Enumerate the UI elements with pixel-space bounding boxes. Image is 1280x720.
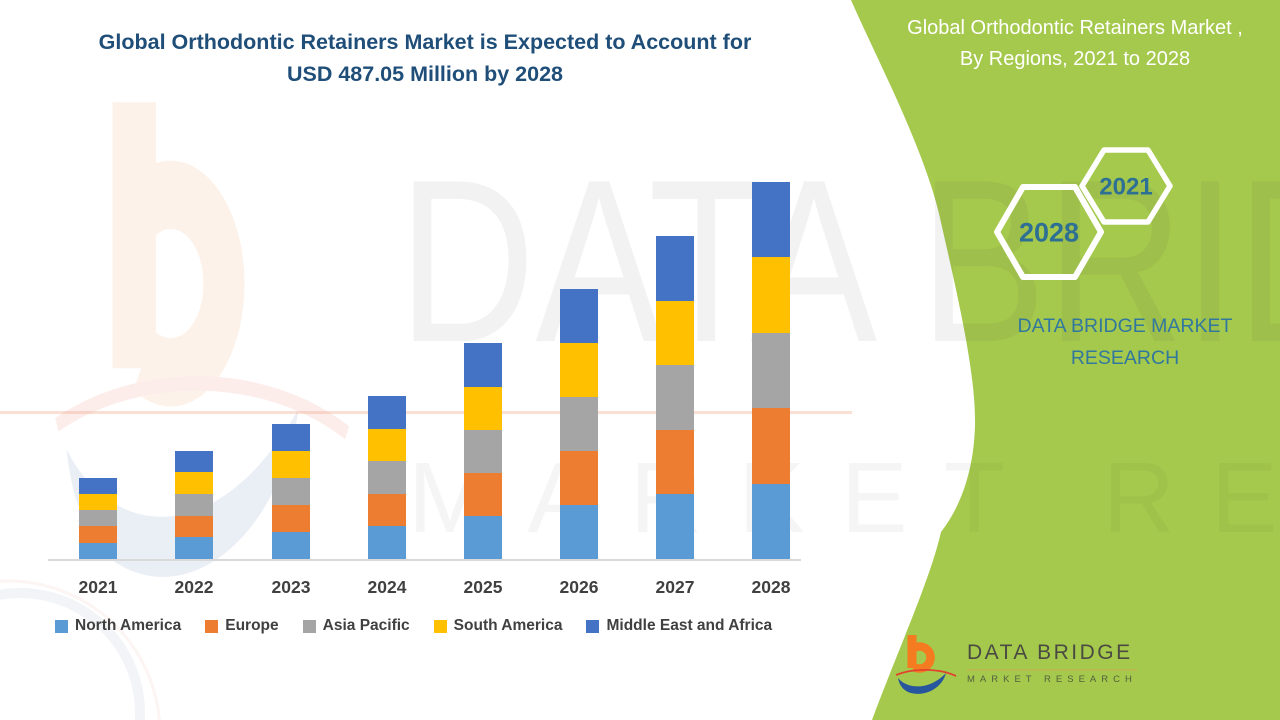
hexagon-year-front: 2028 xyxy=(1019,218,1079,248)
segment-asia-pacific-2024 xyxy=(368,461,406,494)
x-axis-label-2027: 2027 xyxy=(655,577,695,597)
segment-middle-east-and-africa-2027 xyxy=(656,236,694,301)
logo-name-text: DATA BRIDGE xyxy=(967,641,1137,671)
segment-middle-east-and-africa-2021 xyxy=(79,477,117,494)
segment-north-america-2023 xyxy=(272,531,310,559)
panel-brand-line2: RESEARCH xyxy=(1070,347,1180,370)
segment-north-america-2026 xyxy=(560,504,598,559)
stacked-bar-2022 xyxy=(175,450,213,559)
chart-title-line2: USD 487.05 Million by 2028 xyxy=(286,62,564,87)
segment-asia-pacific-2027 xyxy=(656,365,694,430)
segment-north-america-2021 xyxy=(79,542,117,559)
segment-south-america-2024 xyxy=(368,428,406,462)
segment-north-america-2025 xyxy=(464,515,502,559)
segment-asia-pacific-2026 xyxy=(560,397,598,452)
chart-legend: North America Europe Asia Pacific South Ame… xyxy=(55,617,835,635)
stacked-bar-2025 xyxy=(464,343,502,559)
segment-asia-pacific-2023 xyxy=(272,477,310,505)
legend-label-asia-pacific: Asia Pacific xyxy=(322,617,410,634)
legend-item-north-america: North America xyxy=(55,617,181,635)
segment-middle-east-and-africa-2025 xyxy=(464,343,502,387)
hexagon-2028-outline xyxy=(994,184,1104,280)
segment-north-america-2024 xyxy=(368,526,406,559)
segment-middle-east-and-africa-2023 xyxy=(272,423,310,451)
x-axis-label-2028: 2028 xyxy=(751,577,791,597)
segment-south-america-2025 xyxy=(464,386,502,430)
segment-south-america-2028 xyxy=(752,257,790,333)
segment-south-america-2023 xyxy=(272,450,310,478)
panel-brand-line1: DATA BRIDGE MARKET xyxy=(1017,315,1233,337)
segment-north-america-2028 xyxy=(752,483,790,559)
segment-north-america-2027 xyxy=(656,494,694,559)
stacked-bar-2026 xyxy=(560,289,598,559)
segment-europe-2028 xyxy=(752,408,790,484)
segment-middle-east-and-africa-2024 xyxy=(368,396,406,429)
segment-europe-2021 xyxy=(79,526,117,543)
year-hexagons: 2021 2028 xyxy=(994,147,1173,280)
stacked-bar-2028 xyxy=(752,182,790,559)
legend-label-middle-east-and-africa: Middle East and Africa xyxy=(606,617,773,634)
segment-europe-2024 xyxy=(368,493,406,527)
segment-asia-pacific-2025 xyxy=(464,429,502,473)
panel-title: Global Orthodontic Retainers Market , By… xyxy=(905,13,1245,75)
x-axis-label-2021: 2021 xyxy=(78,577,118,597)
chart-title: Global Orthodontic Retainers Market is E… xyxy=(30,26,820,91)
legend-swatch-middle-east-and-africa xyxy=(586,619,600,633)
legend-swatch-north-america xyxy=(55,619,68,633)
legend-label-europe: Europe xyxy=(225,617,279,634)
segment-asia-pacific-2021 xyxy=(79,510,117,527)
legend-swatch-europe xyxy=(205,619,219,633)
hexagon-year-back: 2021 xyxy=(1099,174,1152,201)
legend-swatch-asia-pacific xyxy=(302,619,316,633)
legend-item-asia-pacific: Asia Pacific xyxy=(302,617,410,635)
segment-europe-2023 xyxy=(272,504,310,532)
stacked-bar-2027 xyxy=(656,236,694,559)
x-axis-label-2022: 2022 xyxy=(174,577,214,597)
segment-south-america-2022 xyxy=(175,472,213,494)
panel-title-line1: Global Orthodontic Retainers Market , xyxy=(907,17,1243,39)
panel-title-line2: By Regions, 2021 to 2028 xyxy=(959,48,1191,70)
segment-asia-pacific-2028 xyxy=(752,332,790,409)
legend-item-middle-east-and-africa: Middle East and Africa xyxy=(586,617,772,635)
dbmr-logo-text: DATA BRIDGE MARKET RESEARCH xyxy=(967,641,1137,685)
chart-title-line1: Global Orthodontic Retainers Market is E… xyxy=(98,30,752,54)
segment-middle-east-and-africa-2026 xyxy=(560,289,598,344)
stacked-bar-2023 xyxy=(272,423,310,559)
logo-sub-text: MARKET RESEARCH xyxy=(967,674,1137,685)
stacked-bar-2024 xyxy=(368,396,406,559)
dbmr-footer-logo: DATA BRIDGE MARKET RESEARCH xyxy=(895,632,1137,694)
panel-brand-text: DATA BRIDGE MARKET RESEARCH xyxy=(955,310,1280,374)
legend-label-south-america: South America xyxy=(453,617,563,634)
segment-south-america-2026 xyxy=(560,343,598,398)
segment-south-america-2027 xyxy=(656,300,694,366)
green-panel-background xyxy=(851,0,1280,720)
legend-swatch-south-america xyxy=(433,619,447,633)
segment-north-america-2022 xyxy=(175,537,213,559)
hexagon-2021-outline xyxy=(1079,147,1173,225)
legend-label-north-america: North America xyxy=(75,617,182,634)
segment-middle-east-and-africa-2028 xyxy=(752,182,790,258)
segment-europe-2027 xyxy=(656,429,694,495)
segment-europe-2022 xyxy=(175,515,213,538)
x-axis-label-2024: 2024 xyxy=(367,577,407,597)
segment-europe-2026 xyxy=(560,451,598,505)
segment-europe-2025 xyxy=(464,472,502,516)
segment-middle-east-and-africa-2022 xyxy=(175,450,213,473)
legend-item-europe: Europe xyxy=(205,617,279,635)
x-axis-label-2023: 2023 xyxy=(271,577,311,597)
x-axis-label-2026: 2026 xyxy=(559,577,599,597)
segment-south-america-2021 xyxy=(79,493,117,511)
x-axis-label-2025: 2025 xyxy=(463,577,503,597)
x-axis-line xyxy=(48,559,801,561)
segment-asia-pacific-2022 xyxy=(175,493,213,516)
legend-item-south-america: South America xyxy=(433,617,563,635)
stacked-bar-2021 xyxy=(79,477,117,559)
dbmr-logo-icon xyxy=(895,635,957,694)
